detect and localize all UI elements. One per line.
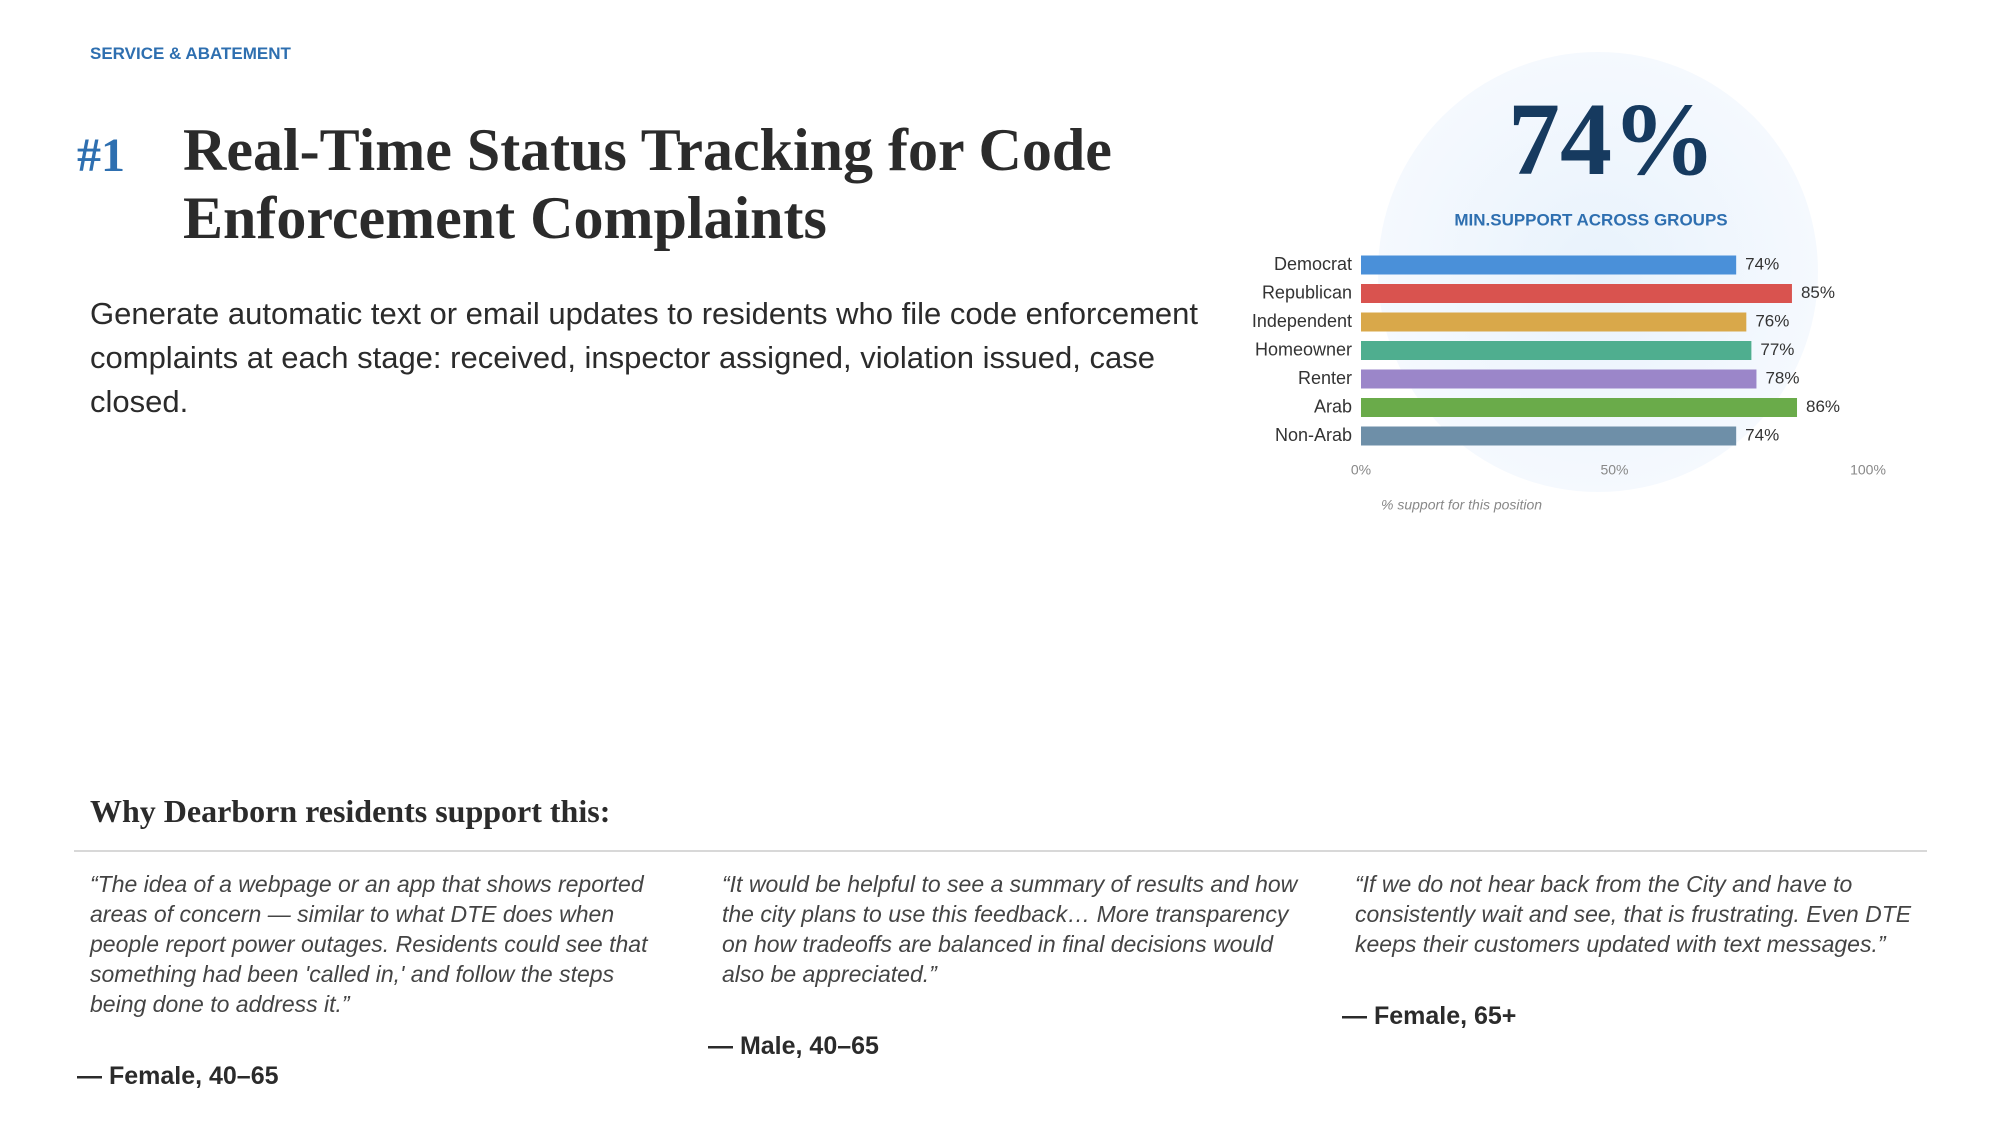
x-axis-label: % support for this position	[1381, 497, 1542, 513]
value-label: 85%	[1801, 283, 1835, 302]
category-label: Renter	[1298, 368, 1352, 388]
big-stat: 74%	[1508, 82, 1716, 197]
quote-author: — Male, 40–65	[708, 1032, 879, 1060]
bar	[1361, 312, 1747, 332]
value-label: 74%	[1745, 425, 1779, 444]
bar	[1361, 369, 1757, 389]
description: Generate automatic text or email updates…	[90, 296, 1198, 419]
quotes-heading: Why Dearborn residents support this:	[90, 793, 611, 829]
category-label: Independent	[1252, 311, 1352, 331]
value-label: 77%	[1760, 340, 1794, 359]
value-label: 74%	[1745, 254, 1779, 273]
bar	[1361, 426, 1737, 446]
value-label: 76%	[1755, 311, 1789, 330]
x-tick-label: 50%	[1600, 462, 1628, 478]
category-label: Republican	[1262, 282, 1352, 302]
bar	[1361, 341, 1752, 360]
category-label: Non-Arab	[1275, 425, 1352, 445]
value-label: 78%	[1765, 368, 1799, 387]
quote: “If we do not hear back from the City an…	[1355, 871, 1912, 957]
quote-author: — Female, 65+	[1342, 1002, 1517, 1030]
value-label: 86%	[1806, 397, 1840, 416]
quote: “The idea of a webpage or an app that sh…	[90, 871, 648, 1017]
bar	[1361, 398, 1798, 417]
bar	[1361, 284, 1792, 303]
category-label: Arab	[1314, 396, 1352, 416]
quote-author: — Female, 40–65	[77, 1062, 279, 1090]
category: SERVICE & ABATEMENT	[90, 44, 291, 63]
category-label: Democrat	[1274, 254, 1352, 274]
x-tick-label: 0%	[1351, 462, 1371, 478]
quote: “It would be helpful to see a summary of…	[722, 871, 1298, 987]
bar	[1361, 255, 1737, 275]
x-tick-label: 100%	[1850, 462, 1886, 478]
rank: #1	[77, 129, 125, 182]
big-stat-label: MIN.SUPPORT ACROSS GROUPS	[1454, 210, 1727, 229]
title: Real-Time Status Tracking for Code Enfor…	[183, 117, 1112, 251]
category-label: Homeowner	[1255, 339, 1352, 359]
